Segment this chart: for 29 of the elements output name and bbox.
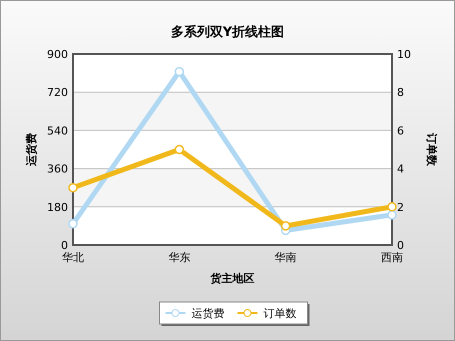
y-tick-label: 0 bbox=[61, 239, 68, 252]
y2-tick-label: 10 bbox=[397, 48, 411, 61]
point bbox=[68, 219, 78, 229]
x-tick-label: 华北 bbox=[62, 251, 84, 264]
legend-label: 运货费 bbox=[192, 307, 224, 320]
y2-axis-title: 订单数 bbox=[425, 132, 438, 167]
legend-label: 订单数 bbox=[264, 307, 296, 320]
point bbox=[387, 202, 397, 212]
y-tick-label: 180 bbox=[47, 200, 68, 214]
y-tick-label: 720 bbox=[47, 86, 68, 100]
x-tick-label: 华东 bbox=[168, 251, 190, 264]
point bbox=[174, 66, 184, 76]
x-tick-label: 华南 bbox=[274, 251, 297, 264]
y-tick-label: 540 bbox=[47, 124, 68, 138]
y2-tick-label: 0 bbox=[397, 239, 404, 252]
y-tick-label: 900 bbox=[47, 48, 68, 61]
chart-title: 多系列双Y折线柱图 bbox=[170, 24, 284, 40]
point bbox=[174, 144, 184, 154]
y-tick-label: 360 bbox=[47, 162, 68, 176]
y2-tick-label: 4 bbox=[397, 162, 404, 176]
y2-tick-label: 8 bbox=[397, 86, 404, 100]
y2-tick-label: 2 bbox=[397, 200, 404, 214]
y2-tick-label: 6 bbox=[397, 124, 404, 138]
y-axis-title: 运货费 bbox=[25, 133, 38, 167]
point bbox=[280, 221, 290, 231]
x-tick-label: 西南 bbox=[381, 251, 403, 264]
x-axis-title: 货主地区 bbox=[210, 272, 254, 285]
point bbox=[387, 210, 397, 220]
point bbox=[68, 182, 78, 192]
